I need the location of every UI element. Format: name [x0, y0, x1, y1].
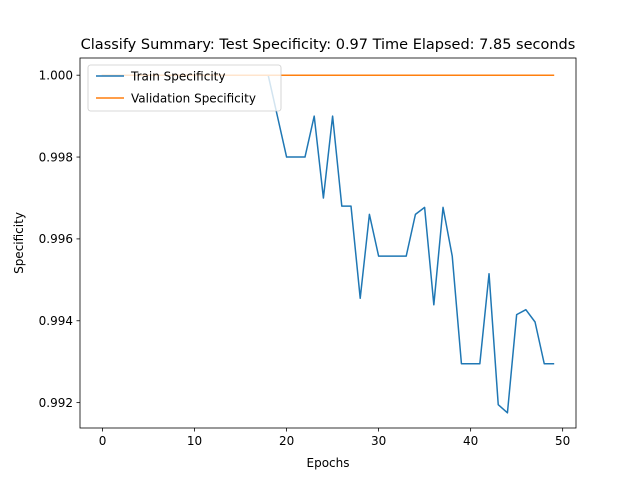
x-tick-label: 30 — [371, 434, 386, 448]
y-tick-label: 0.994 — [39, 314, 73, 328]
x-tick-label: 40 — [463, 434, 478, 448]
y-tick-label: 0.998 — [39, 150, 73, 164]
x-axis-label: Epochs — [307, 456, 350, 470]
x-tick-label: 20 — [279, 434, 294, 448]
y-axis-label: Specificity — [12, 212, 26, 274]
x-tick-label: 0 — [99, 434, 107, 448]
series-layer — [101, 74, 555, 414]
x-axis-ticks: 0 10 20 30 40 50 — [99, 428, 570, 448]
y-tick-label: 0.992 — [39, 396, 73, 410]
y-tick-label: 1.000 — [39, 68, 73, 82]
y-tick-label: 0.996 — [39, 232, 73, 246]
series-line-0 — [101, 74, 555, 414]
y-axis-ticks: 0.992 0.994 0.996 0.998 1.000 — [39, 68, 80, 410]
legend: Train Specificity Validation Specificity — [87, 64, 282, 112]
axes-frame — [79, 57, 577, 429]
chart-title: Classify Summary: Test Specificity: 0.97… — [81, 37, 576, 53]
x-tick-label: 10 — [187, 434, 202, 448]
x-tick-label: 50 — [555, 434, 570, 448]
legend-label-validation: Validation Specificity — [131, 92, 256, 106]
legend-label-train: Train Specificity — [130, 70, 225, 84]
legend-box — [87, 64, 282, 112]
